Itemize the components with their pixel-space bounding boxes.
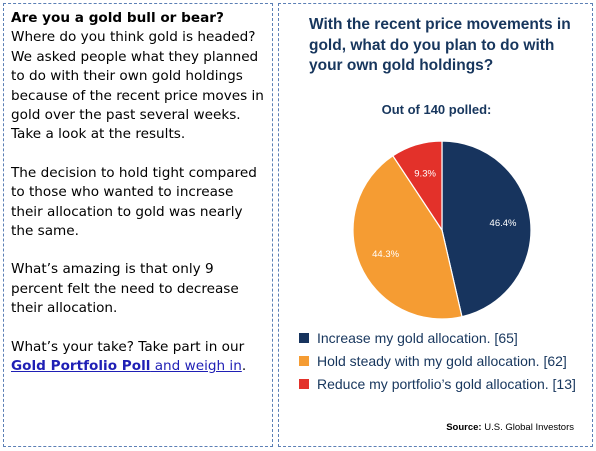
pie-slice (441, 140, 532, 318)
slice-data-label: 46.4% (490, 218, 517, 229)
slice-data-label: 44.3% (372, 249, 399, 260)
legend-swatch (299, 333, 309, 343)
legend-label: Hold steady with my gold allocation. [62… (317, 353, 567, 369)
article-heading: Are you a gold bull or bear? (11, 10, 224, 26)
article-paragraph: Where do you think gold is headed? We as… (11, 29, 264, 143)
chart-panel: With the recent price movements in gold,… (278, 3, 593, 447)
slice-data-label: 9.3% (414, 169, 436, 180)
article-panel: Are you a gold bull or bear? Where do yo… (3, 3, 273, 447)
legend-item: Reduce my portfolio’s gold allocation. [… (293, 375, 588, 394)
legend-item: Increase my gold allocation. [65] (293, 329, 588, 348)
gold-portfolio-poll-link[interactable]: Gold Portfolio Poll and weigh in (11, 358, 242, 374)
chart-title: With the recent price movements in gold,… (309, 16, 571, 74)
legend-swatch (299, 379, 309, 389)
pie-slice (392, 140, 443, 232)
cta-suffix: . (241, 358, 247, 375)
chart-subtitle: Out of 140 polled: (381, 102, 492, 117)
source-text: U.S. Global Investors (481, 422, 574, 433)
cta-prefix: What’s your take? Take part in our (11, 338, 245, 355)
poll-link-bold[interactable]: Gold Portfolio Poll (11, 358, 151, 375)
article-paragraph: What’s amazing is that only 9 percent fe… (11, 261, 239, 317)
legend-label: Increase my gold allocation. [65] (317, 330, 518, 346)
source-label: Source: (446, 422, 482, 433)
source-note: Source: U.S. Global Investors (446, 422, 574, 433)
legend-label: Reduce my portfolio’s gold allocation. [… (317, 376, 576, 392)
pie-slice (352, 154, 463, 320)
call-to-action: What’s your take? Take part in our Gold … (11, 338, 266, 377)
poll-link-rest[interactable]: and weigh in (150, 358, 242, 375)
legend-swatch (299, 356, 309, 366)
legend: Increase my gold allocation. [65] Hold s… (293, 329, 588, 398)
article-paragraph: The decision to hold tight compared to t… (11, 164, 257, 240)
pie-chart: 46.4% 44.3% 9.3% (352, 140, 532, 320)
legend-item: Hold steady with my gold allocation. [62… (293, 352, 588, 371)
